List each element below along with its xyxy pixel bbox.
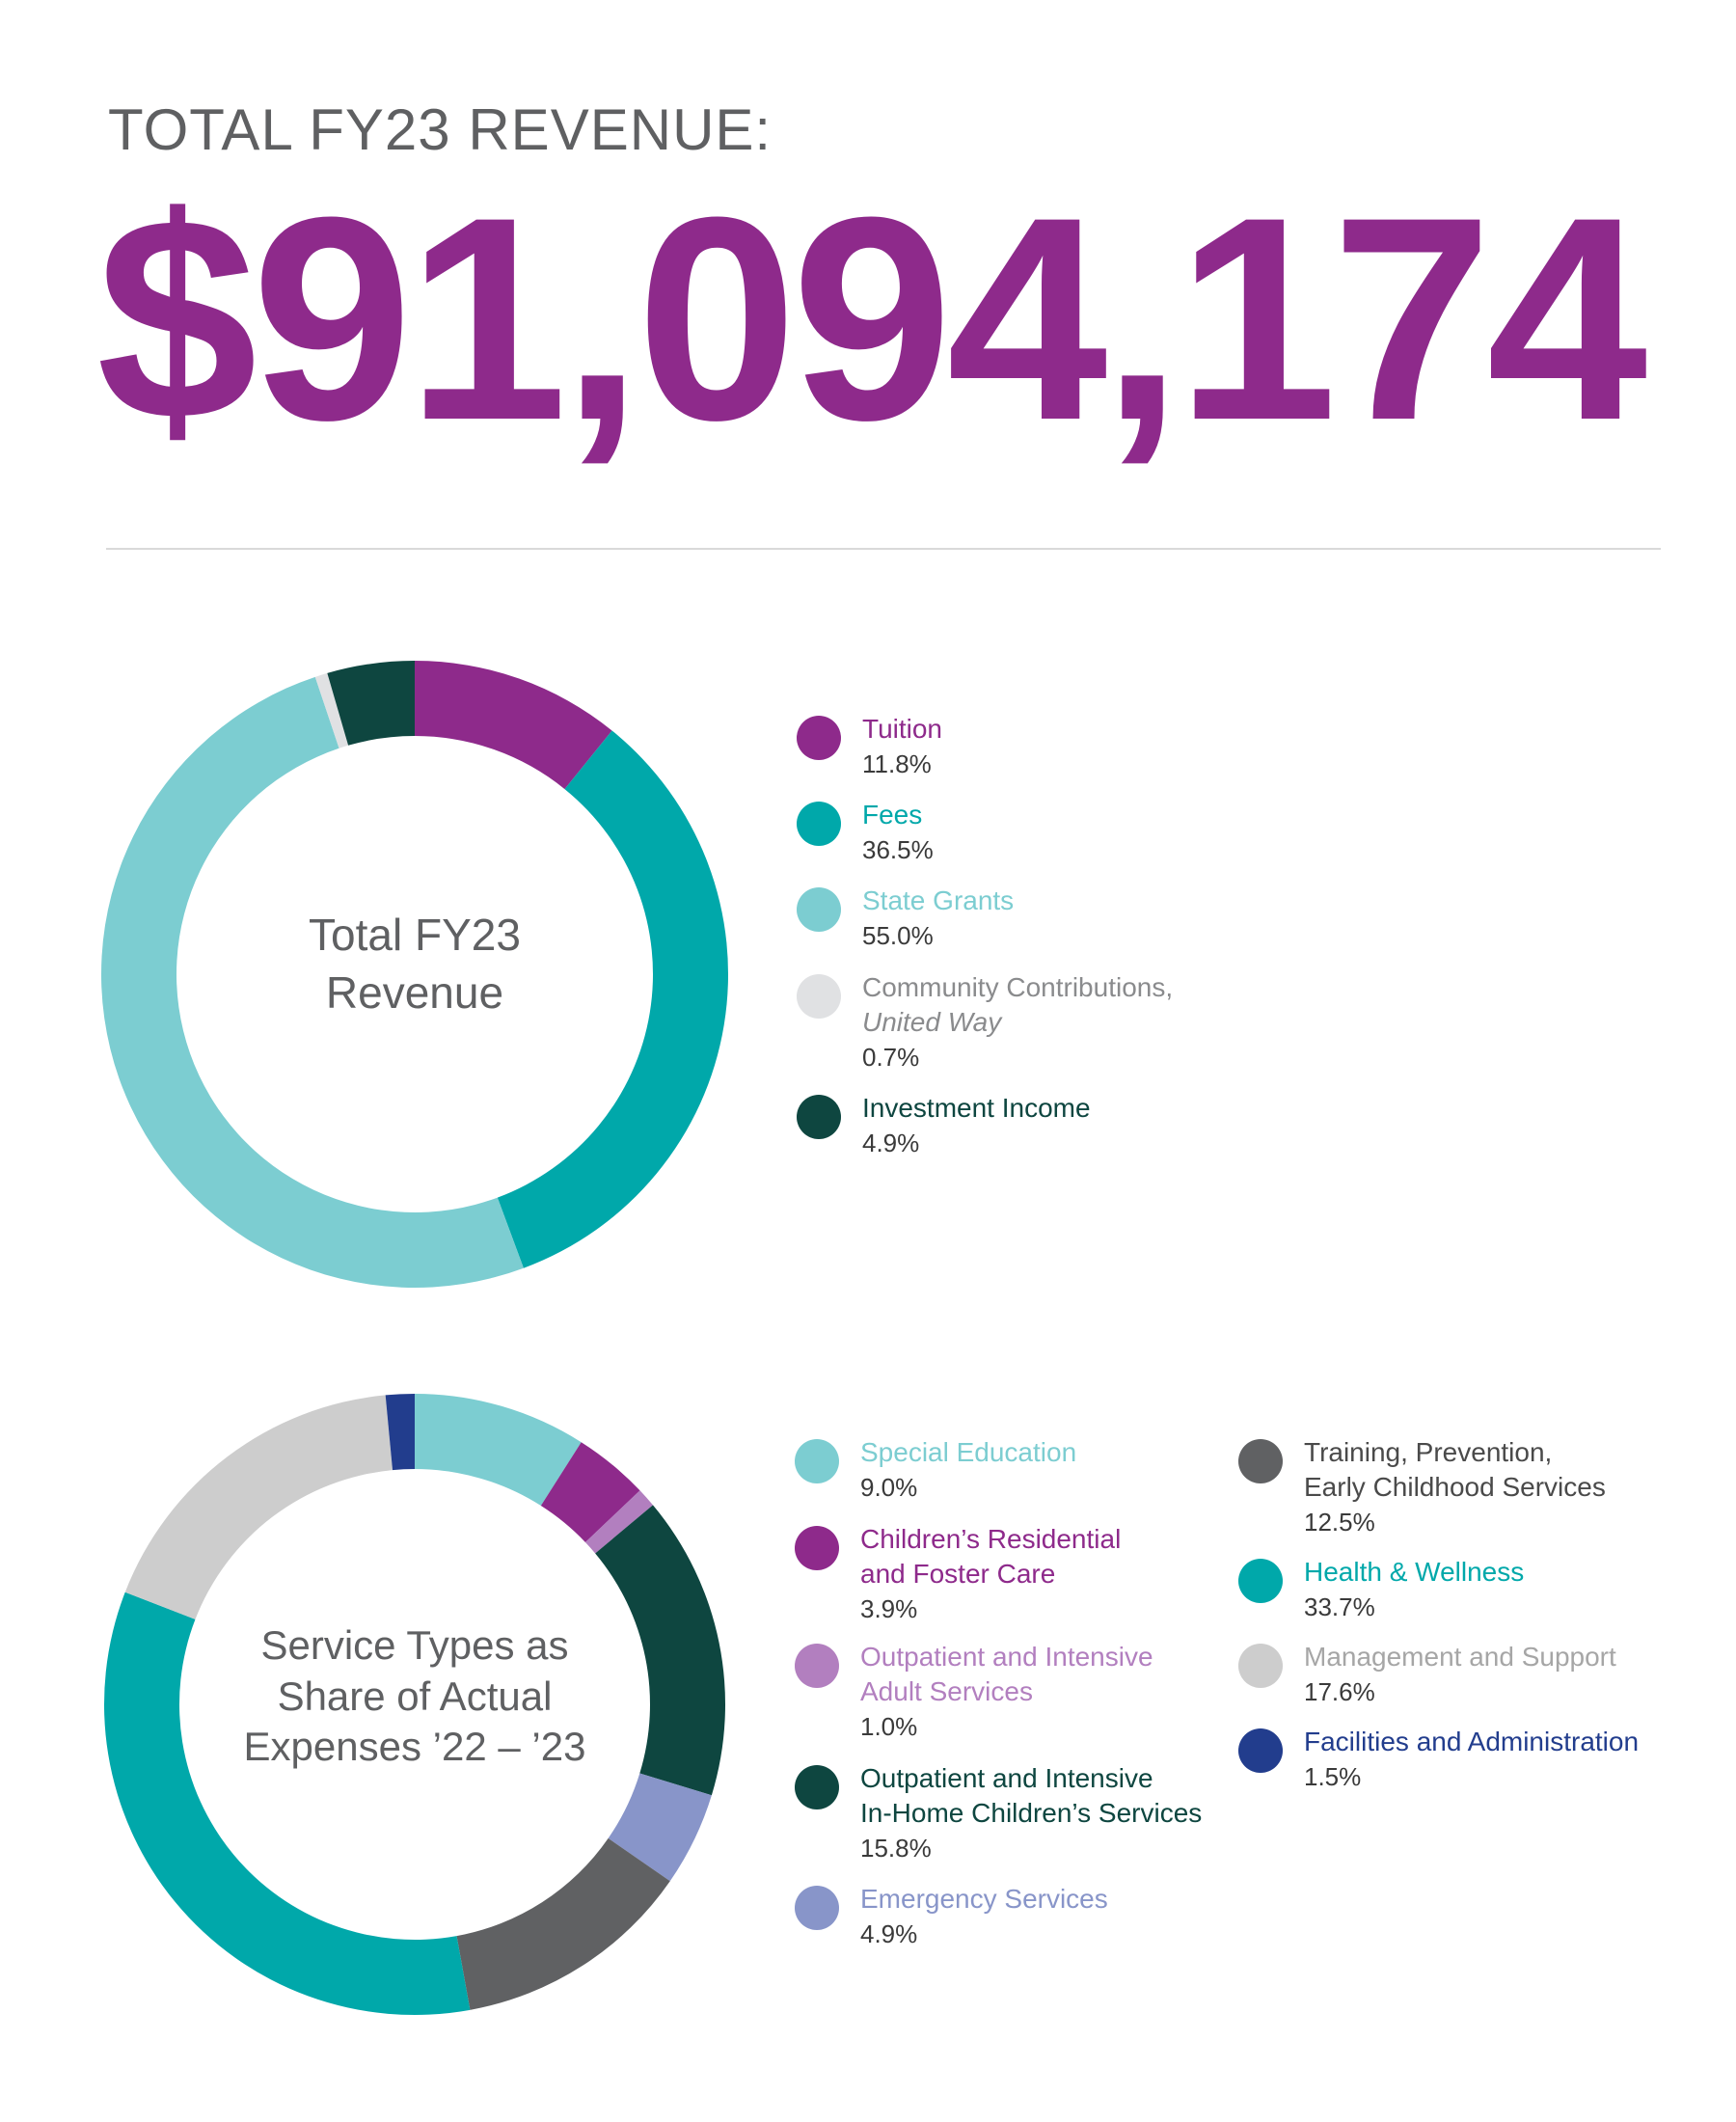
revenue-legend-value: 11.8%	[862, 749, 932, 778]
expenses-legend-value: 15.8%	[860, 1834, 932, 1863]
expenses-legend-label: Facilities and Administration	[1304, 1727, 1640, 1756]
header-label: TOTAL FY23 REVENUE:	[108, 97, 773, 162]
expenses-slice-6-training-prevention-early-childhood-services	[456, 1837, 670, 2010]
revenue-slice-5-investment-income	[327, 661, 415, 746]
revenue-legend-value: 36.5%	[862, 835, 934, 864]
total-revenue-amount: $91,094,174	[96, 156, 1647, 480]
expenses-legend-swatch	[795, 1644, 839, 1688]
expenses-legend-swatch	[1238, 1439, 1283, 1483]
expenses-slice-8-management-and-support	[124, 1395, 393, 1619]
revenue-legend-label: State Grants	[862, 885, 1015, 915]
revenue-legend-swatch	[797, 974, 841, 1019]
expenses-legend-value: 4.9%	[860, 1919, 918, 1948]
expenses-legend-label: Management and Support	[1304, 1642, 1616, 1672]
expenses-legend-value: 3.9%	[860, 1594, 918, 1623]
expenses-legend-label: Outpatient and Intensive	[860, 1642, 1153, 1672]
expenses-legend-label-line-2: and Foster Care	[860, 1559, 1056, 1589]
revenue-legend-value: 4.9%	[862, 1129, 920, 1157]
expenses-slice-3-outpatient-and-intensive-adult-services	[584, 1490, 653, 1554]
expenses-legend-swatch	[795, 1439, 839, 1483]
expenses-slice-9-facilities-and-administration	[385, 1394, 415, 1471]
revenue-slice-4-community-contributions-united-way	[314, 672, 349, 748]
expenses-legend-value: 9.0%	[860, 1473, 918, 1502]
revenue-legend-value: 0.7%	[862, 1043, 920, 1072]
expenses-slice-1-special-education	[415, 1394, 582, 1507]
expenses-legend-swatch	[1238, 1644, 1283, 1688]
expenses-legend-value: 1.0%	[860, 1712, 918, 1741]
expenses-legend-label-line-2: Adult Services	[860, 1676, 1033, 1706]
revenue-legend-swatch	[797, 887, 841, 932]
revenue-donut-chart	[100, 661, 728, 1289]
expenses-slice-2-children-s-residential-and-foster-care	[540, 1442, 640, 1542]
revenue-legend-label: Tuition	[862, 714, 943, 744]
revenue-legend-label: Investment Income	[862, 1093, 1091, 1123]
revenue-legend-label-line-2: United Way	[862, 1007, 1002, 1037]
revenue-donut-title: Total FY23 Revenue	[222, 907, 608, 1022]
expenses-title-line-1: Service Types as	[260, 1622, 569, 1668]
expenses-legend-label-line-2: Early Childhood Services	[1304, 1472, 1606, 1502]
expenses-donut-title: Service Types as Share of Actual Expense…	[203, 1620, 627, 1773]
expenses-slice-4-outpatient-and-intensive-in-home-children-s-services	[595, 1505, 725, 1796]
expenses-legend-label: Health & Wellness	[1304, 1557, 1525, 1587]
revenue-donut-title-text: Total FY23 Revenue	[309, 910, 521, 1018]
revenue-slice-3-state-grants	[100, 676, 524, 1289]
expenses-legend-swatch	[1238, 1728, 1283, 1773]
revenue-legend-swatch	[797, 1095, 841, 1139]
expenses-slice-5-emergency-services	[608, 1773, 712, 1882]
expenses-legend-value: 1.5%	[1304, 1762, 1362, 1791]
divider	[106, 548, 1661, 550]
revenue-slice-1-tuition	[415, 661, 612, 790]
revenue-legend-label: Fees	[862, 800, 923, 830]
expenses-donut-chart	[104, 1394, 725, 2015]
expenses-legend-label: Training, Prevention,	[1304, 1437, 1553, 1467]
revenue-slice-2-fees	[497, 730, 728, 1268]
revenue-legend-label: Community Contributions,	[862, 972, 1174, 1002]
revenue-legend-value: 55.0%	[862, 921, 934, 950]
expenses-legend-value: 33.7%	[1304, 1592, 1375, 1621]
revenue-legend-swatch	[797, 716, 841, 760]
expenses-legend-label: Special Education	[860, 1437, 1077, 1467]
expenses-legend-value: 12.5%	[1304, 1508, 1375, 1537]
expenses-title-line-3: Expenses ’22 – ’23	[243, 1724, 586, 1769]
expenses-legend-label: Outpatient and Intensive	[860, 1763, 1153, 1793]
expenses-legend-value: 17.6%	[1304, 1677, 1375, 1706]
expenses-title-line-2: Share of Actual	[277, 1673, 553, 1719]
expenses-slice-7-health-wellness	[104, 1592, 471, 2015]
expenses-legend-label-line-2: In-Home Children’s Services	[860, 1798, 1203, 1828]
expenses-legend-label: Children’s Residential	[860, 1524, 1122, 1554]
expenses-legend-swatch	[795, 1526, 839, 1570]
expenses-legend-swatch	[795, 1886, 839, 1930]
expenses-legend-swatch	[1238, 1559, 1283, 1603]
expenses-legend-label: Emergency Services	[860, 1884, 1108, 1914]
revenue-legend-swatch	[797, 802, 841, 846]
expenses-legend-swatch	[795, 1765, 839, 1809]
